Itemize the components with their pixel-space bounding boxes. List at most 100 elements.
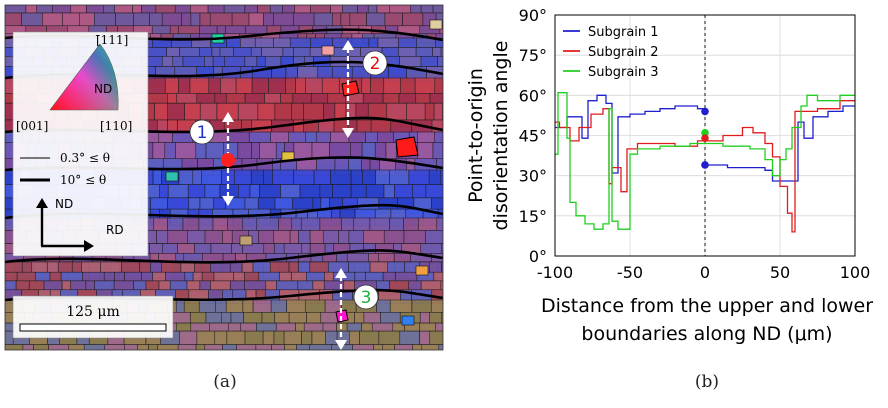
- grain: [385, 142, 397, 160]
- grain: [204, 344, 223, 350]
- grain: [113, 280, 134, 291]
- grain: [406, 102, 426, 121]
- grain: [262, 330, 275, 345]
- grain: [324, 243, 334, 254]
- grain: [442, 142, 443, 160]
- plot-frame: [554, 14, 856, 257]
- grain: [33, 344, 49, 350]
- grain: [348, 261, 371, 273]
- grain: [442, 102, 443, 121]
- grain: [145, 47, 167, 57]
- grain: [81, 261, 101, 273]
- grain: [249, 184, 260, 199]
- grain: [250, 169, 264, 185]
- grain: [374, 142, 387, 160]
- grain: [429, 93, 443, 104]
- origin-dot-1: [221, 153, 235, 167]
- grain: [231, 12, 250, 27]
- grain: [305, 131, 317, 143]
- grain: [124, 344, 138, 350]
- grain: [251, 142, 260, 160]
- grain: [103, 5, 115, 14]
- grain: [312, 280, 325, 291]
- grain: [137, 344, 149, 350]
- grain: [398, 93, 417, 104]
- scale-bar-label: 125 μm: [66, 304, 120, 320]
- grain: [438, 344, 443, 350]
- grain: [141, 5, 157, 14]
- grain: [412, 344, 423, 350]
- grain: [215, 299, 227, 313]
- grain: [269, 5, 283, 14]
- x-tick-label: 0: [700, 263, 710, 282]
- grain: [349, 12, 367, 27]
- grain: [240, 322, 257, 332]
- origin-points: [701, 107, 709, 169]
- accent-grain: [321, 45, 335, 56]
- grain: [263, 169, 273, 185]
- grain: [357, 197, 380, 210]
- grain: [300, 217, 321, 231]
- grain: [310, 93, 329, 104]
- grain: [244, 280, 267, 291]
- grain: [428, 169, 442, 185]
- grain: [420, 56, 438, 67]
- grain: [228, 322, 241, 332]
- grain: [213, 271, 234, 282]
- grain: [230, 312, 244, 324]
- grain: [192, 169, 202, 185]
- grain: [201, 169, 222, 185]
- grain: [236, 344, 257, 350]
- grain: [182, 56, 205, 67]
- grain: [16, 271, 36, 282]
- grain: [420, 280, 442, 291]
- grain: [365, 184, 385, 199]
- grain: [167, 217, 184, 231]
- grain: [278, 217, 293, 231]
- grain: [222, 344, 237, 350]
- grain: [214, 330, 228, 345]
- grain: [327, 93, 346, 104]
- grain: [151, 25, 171, 35]
- grain: [164, 77, 179, 94]
- grain: [152, 271, 166, 282]
- grain: [414, 77, 436, 94]
- arrow-2: [342, 40, 354, 138]
- accent-grain: [165, 171, 179, 182]
- grain: [313, 12, 334, 27]
- grain: [220, 77, 237, 94]
- grain: [70, 5, 87, 14]
- grain: [182, 217, 200, 231]
- grain: [376, 280, 390, 291]
- marker-1: 1: [189, 119, 215, 145]
- grain: [399, 330, 420, 345]
- grain: [244, 330, 264, 345]
- grain: [234, 169, 252, 185]
- grain: [152, 169, 162, 185]
- ipf-label-top: [̄111]: [96, 33, 129, 47]
- caption-a: (a): [213, 372, 237, 392]
- grain: [150, 197, 168, 210]
- grain: [227, 131, 250, 143]
- grain: [161, 12, 182, 27]
- grain: [380, 312, 401, 324]
- grain: [156, 230, 169, 244]
- grain: [237, 102, 259, 121]
- grain: [336, 253, 348, 263]
- accent-grain: [429, 19, 443, 30]
- grain: [432, 142, 443, 160]
- grain: [183, 299, 200, 313]
- grain: [202, 253, 224, 263]
- grain: [367, 5, 378, 14]
- grain: [283, 330, 302, 345]
- grain: [288, 312, 307, 324]
- grain: [279, 271, 292, 282]
- grain: [309, 243, 326, 254]
- grain: [190, 5, 209, 14]
- grain: [348, 230, 364, 244]
- grain: [439, 25, 443, 35]
- grain: [121, 261, 140, 273]
- grain: [5, 280, 17, 291]
- grain: [273, 37, 291, 48]
- grain: [362, 169, 376, 185]
